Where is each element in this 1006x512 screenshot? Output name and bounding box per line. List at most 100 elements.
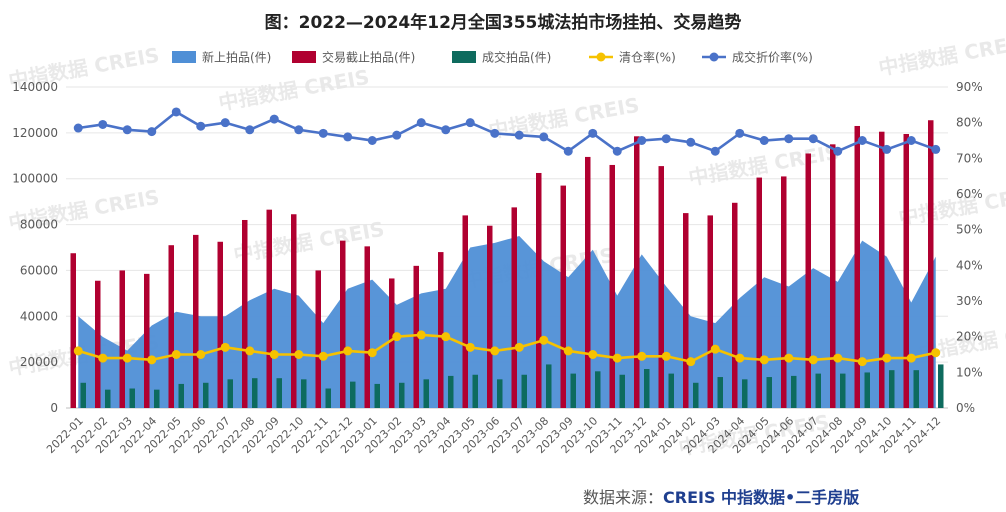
bar-sold-listings [840, 373, 846, 408]
bar-deadline-listings [315, 270, 321, 408]
discount-rate-point [759, 136, 769, 145]
discount-rate-point [343, 132, 353, 142]
bar-sold-listings [80, 382, 86, 408]
y-right-tick-label: 50% [956, 223, 983, 237]
y-left-tick-label: 100000 [12, 172, 58, 186]
bar-deadline-listings [70, 253, 76, 408]
clearance-rate-point [710, 344, 720, 354]
bar-deadline-listings [119, 270, 125, 408]
bar-deadline-listings [462, 215, 468, 408]
bar-sold-listings [546, 364, 552, 408]
bar-deadline-listings [242, 219, 248, 408]
y-right-tick-label: 10% [956, 365, 983, 379]
clearance-rate-point [808, 355, 818, 365]
bar-sold-listings [766, 377, 772, 408]
bar-sold-listings [595, 371, 601, 408]
clearance-rate-point [294, 350, 304, 359]
bar-deadline-listings [340, 240, 346, 408]
discount-rate-point [367, 136, 377, 145]
discount-rate-point [171, 107, 181, 117]
discount-rate-point [882, 144, 892, 154]
discount-rate-point [710, 146, 720, 156]
bar-sold-listings [815, 373, 821, 408]
bar-deadline-listings [805, 153, 811, 408]
bar-deadline-listings [217, 241, 223, 408]
bar-sold-listings [105, 389, 111, 408]
bar-deadline-listings [536, 172, 542, 408]
bar-deadline-listings [389, 278, 395, 408]
bar-deadline-listings [732, 202, 738, 408]
clearance-rate-point [784, 353, 794, 363]
discount-rate-point [245, 125, 255, 135]
discount-rate-point [465, 118, 475, 128]
clearance-rate-point [269, 350, 279, 359]
bar-sold-listings [619, 374, 625, 408]
bar-sold-listings [154, 389, 160, 408]
bar-sold-listings [472, 374, 478, 408]
discount-rate-point [514, 130, 524, 140]
y-right-tick-label: 0% [956, 401, 975, 415]
y-left-tick-label: 140000 [12, 80, 58, 94]
y-left-tick-label: 40000 [20, 309, 58, 323]
bar-deadline-listings [168, 245, 174, 408]
legend-label: 新上拍品(件) [202, 50, 271, 65]
legend-swatch [292, 51, 316, 63]
bar-series [70, 120, 944, 409]
watermark: 中指数据 CREIS [217, 65, 371, 115]
y-right-tick-label: 30% [956, 294, 983, 308]
clearance-rate-point [416, 330, 426, 340]
bar-deadline-listings [95, 280, 101, 408]
y-left-tick-label: 0 [50, 401, 58, 415]
y-right-tick-label: 20% [956, 330, 983, 344]
y-left-tick-label: 80000 [20, 218, 58, 232]
clearance-rate-point [392, 332, 402, 342]
bar-sold-listings [423, 379, 429, 408]
bar-sold-listings [717, 377, 723, 408]
discount-rate-point [661, 134, 671, 144]
discount-rate-point [220, 118, 230, 128]
watermark: 中指数据 CREIS [897, 180, 1006, 230]
discount-rate-point [612, 146, 622, 156]
bar-deadline-listings [683, 213, 689, 408]
bar-sold-listings [227, 379, 233, 408]
legend-marker [596, 52, 606, 62]
bar-deadline-listings [756, 177, 762, 408]
clearance-rate-point [441, 332, 451, 342]
clearance-rate-point [539, 335, 549, 345]
legend-label: 清仓率(%) [619, 50, 676, 65]
bar-deadline-listings [291, 214, 297, 408]
bar-deadline-listings [707, 215, 713, 408]
clearance-rate-point [833, 353, 843, 363]
clearance-rate-point [122, 353, 132, 363]
legend-label: 成交拍品(件) [482, 50, 551, 65]
y-right-tick-label: 80% [956, 116, 983, 130]
clearance-rate-point [73, 346, 83, 356]
clearance-rate-point [735, 353, 745, 363]
discount-rate-point [73, 123, 83, 133]
bar-sold-listings [448, 375, 454, 408]
bar-sold-listings [276, 378, 282, 408]
discount-rate-point [686, 137, 696, 147]
discount-rate-point [833, 146, 843, 156]
discount-rate-point [147, 127, 157, 137]
discount-rate-point [637, 136, 647, 145]
bar-sold-listings [399, 382, 405, 408]
discount-rate-point [441, 125, 451, 135]
bar-sold-listings [252, 378, 258, 408]
discount-rate-point [294, 125, 304, 135]
watermark: 中指数据 CREIS [687, 140, 841, 190]
discount-rate-point [318, 128, 328, 138]
bar-sold-listings [864, 372, 870, 408]
y-left-tick-label: 60000 [20, 263, 58, 277]
bar-sold-listings [889, 370, 895, 408]
bar-sold-listings [742, 379, 748, 408]
bar-sold-listings [301, 379, 307, 408]
discount-rate-point [416, 118, 426, 128]
bar-sold-listings [350, 381, 356, 408]
discount-rate-point [196, 121, 206, 131]
clearance-rate-point [171, 350, 181, 359]
source-note: 数据来源：CREIS 中指数据•二手房版 [583, 484, 859, 508]
discount-rate-point [784, 134, 794, 144]
clearance-rate-point [612, 353, 622, 363]
y-right-tick-label: 90% [956, 80, 983, 94]
